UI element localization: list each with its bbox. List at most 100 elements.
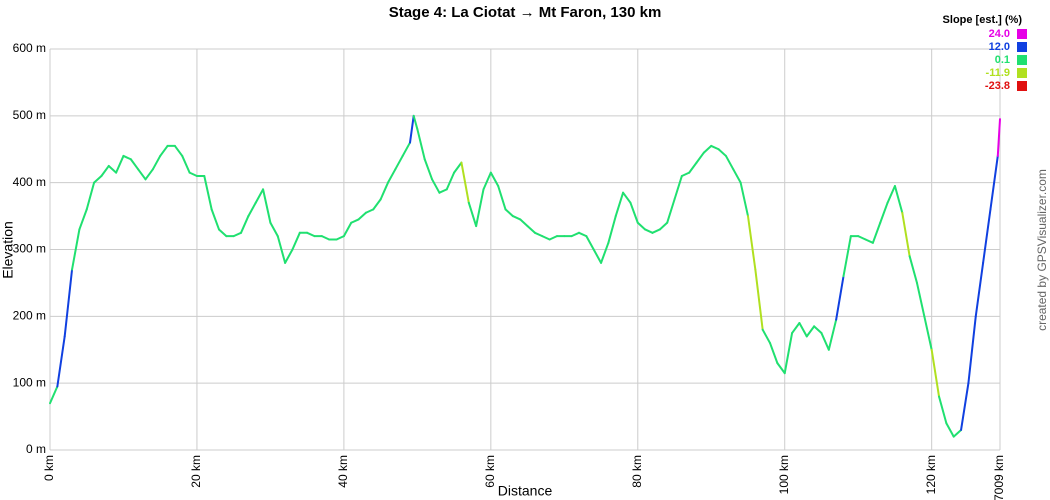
elevation-segment (592, 248, 603, 264)
elevation-segment (210, 208, 220, 231)
elevation-segment (306, 231, 316, 238)
x-tick-label: 0 km (42, 455, 56, 481)
elevation-segment (989, 154, 999, 211)
elevation-segment (864, 238, 874, 244)
elevation-segment (335, 235, 345, 241)
x-tick-label: 100 km (777, 455, 791, 494)
elevation-segment (240, 215, 250, 234)
elevation-segment (511, 215, 522, 221)
elevation-segment (526, 225, 536, 234)
elevation-segment (93, 174, 103, 184)
elevation-segment (871, 221, 882, 244)
elevation-segment (71, 228, 81, 271)
elevation-segment (284, 248, 294, 264)
elevation-segment (724, 154, 735, 171)
elevation-segment (930, 348, 941, 398)
legend-swatch (1017, 42, 1027, 52)
elevation-segment (181, 154, 191, 174)
elevation-segment (938, 395, 948, 425)
elevation-segment (952, 428, 963, 438)
elevation-segment (269, 221, 279, 238)
elevation-segment (886, 185, 896, 204)
elevation-segment (835, 275, 845, 321)
elevation-segment (497, 185, 507, 211)
elevation-segment (651, 228, 661, 234)
elevation-segment (717, 148, 727, 157)
elevation-segment (394, 154, 404, 171)
elevation-segment (695, 151, 705, 164)
x-axis-label: Distance (498, 483, 553, 499)
elevation-segment (967, 315, 977, 385)
elevation-segment (754, 268, 764, 331)
elevation-segment (769, 342, 779, 365)
elevation-segment (372, 198, 382, 211)
elevation-segment (578, 231, 588, 238)
elevation-segment (541, 235, 551, 241)
elevation-segment (100, 164, 110, 177)
elevation-segment (585, 235, 595, 251)
x-tick-label: 120 km (924, 455, 938, 494)
elevation-segment (291, 231, 301, 251)
elevation-segment (350, 218, 360, 224)
elevation-segment (445, 171, 456, 191)
elevation-segment (56, 335, 66, 388)
elevation-segment (423, 158, 434, 181)
elevation-segment (151, 154, 162, 171)
elevation-segment (982, 208, 992, 264)
elevation-segment (276, 235, 287, 264)
elevation-segment (732, 168, 742, 184)
elevation-segment (173, 144, 184, 157)
legend-swatch (1017, 55, 1027, 65)
elevation-segment (629, 201, 639, 224)
legend-title: Slope [est.] (%) (943, 14, 1023, 26)
elevation-segment (827, 318, 838, 351)
elevation-segment (960, 382, 970, 431)
y-tick-label: 200 m (13, 309, 46, 323)
elevation-segment (159, 144, 169, 157)
elevation-segment (262, 188, 272, 224)
elevation-segment (915, 281, 926, 318)
elevation-segment (996, 118, 1001, 157)
elevation-segment (122, 154, 132, 161)
elevation-segment (666, 198, 676, 224)
legend-swatch (1017, 29, 1027, 39)
legend-label: -11.9 (986, 67, 1010, 79)
elevation-segment (342, 221, 353, 238)
elevation-segment (783, 332, 794, 375)
elevation-segment (607, 215, 617, 244)
elevation-segment (776, 362, 786, 375)
elevation-segment (107, 164, 118, 174)
elevation-segment (893, 185, 904, 214)
elevation-segment (857, 235, 867, 241)
elevation-segment (357, 211, 367, 221)
elevation-segment (63, 268, 74, 338)
legend-label: 0.1 (995, 54, 1010, 66)
legend-label: 24.0 (989, 28, 1010, 40)
elevation-segment (820, 332, 830, 351)
elevation-segment (746, 215, 757, 271)
legend-label: -23.8 (985, 80, 1010, 92)
elevation-segment (217, 228, 228, 238)
elevation-segment (702, 144, 713, 154)
elevation-segment (438, 188, 448, 194)
elevation-segment (409, 114, 415, 144)
elevation-segment (49, 385, 59, 405)
elevation-segment (658, 221, 669, 231)
elevation-segment (710, 144, 720, 151)
y-tick-label: 0 m (26, 442, 46, 456)
elevation-segment (673, 174, 683, 201)
y-tick-label: 500 m (13, 108, 46, 122)
elevation-segment (761, 328, 772, 345)
y-tick-label: 300 m (13, 242, 46, 256)
elevation-segment (416, 128, 426, 161)
elevation-segment (254, 188, 265, 204)
x-tick-label: 40 km (336, 455, 350, 488)
elevation-segment (570, 231, 581, 238)
elevation-segment (548, 235, 558, 241)
elevation-segment (115, 154, 125, 174)
elevation-segment (203, 174, 213, 211)
y-tick-label: 400 m (13, 175, 46, 189)
x-tick-label: 60 km (483, 455, 497, 488)
elevation-segment (232, 231, 243, 238)
